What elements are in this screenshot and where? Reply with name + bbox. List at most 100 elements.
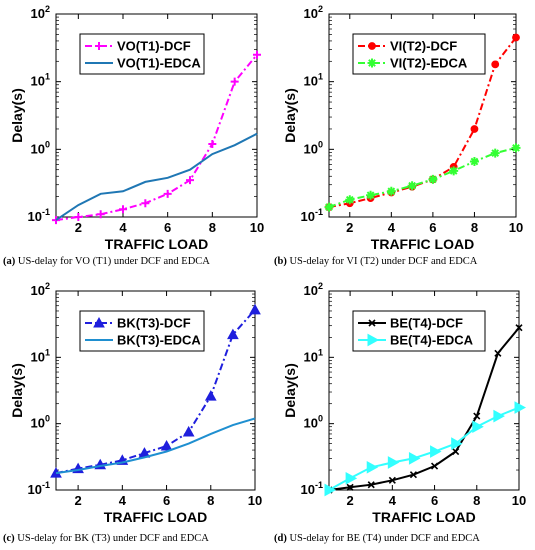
- data-point: [208, 139, 217, 148]
- data-point: [428, 174, 438, 184]
- x-axis-label: TRAFFIC LOAD: [105, 236, 208, 252]
- x-tick-label: 10: [250, 220, 264, 235]
- data-point: [119, 205, 127, 214]
- data-point: [253, 50, 261, 59]
- data-point: [366, 190, 376, 200]
- data-point: [346, 483, 354, 491]
- y-axis-label: Delay(s): [282, 363, 298, 417]
- y-tick-label: 100: [304, 414, 323, 431]
- panel-caption: (c) US-delay for BK (T3) under DCF and E…: [3, 533, 209, 544]
- y-tick-label: 10-1: [301, 480, 323, 497]
- y-tick-label: 101: [304, 72, 323, 89]
- series-VO(T1)-EDCA: [55, 132, 258, 221]
- data-point: [182, 425, 195, 437]
- y-axis-label: Delay(s): [282, 88, 298, 142]
- x-axis: 2 4 6 8 10: [346, 14, 523, 235]
- data-point: [227, 328, 239, 340]
- series-line: [55, 132, 258, 221]
- legend-box: [352, 33, 486, 75]
- data-point: [160, 440, 173, 451]
- series-line: [328, 327, 520, 491]
- x-axis: 2 4 6 8 10: [346, 291, 526, 508]
- chart-panel-3: 10-1 100 101 102 2 4 6 8 10 TRAFFIC LOAD Delay(s) B…: [3, 281, 262, 544]
- data-point: [96, 210, 105, 219]
- series-line: [55, 309, 256, 475]
- x-tick-label: 2: [75, 220, 82, 235]
- x-tick-label: 6: [429, 220, 436, 235]
- data-point: [430, 462, 439, 470]
- series-line: [55, 54, 258, 222]
- x-tick-label: 2: [346, 493, 353, 508]
- legend-label: VI(T2)-DCF: [390, 39, 457, 54]
- series-BE(T4)-EDCA: [324, 401, 527, 497]
- x-tick-label: 6: [164, 220, 171, 235]
- legend-label: VO(T1)-EDCA: [117, 56, 201, 71]
- data-point: [367, 481, 375, 489]
- x-axis-label: TRAFFIC LOAD: [104, 509, 207, 525]
- y-tick-label: 101: [304, 347, 323, 364]
- x-tick-label: 4: [119, 493, 127, 508]
- legend-marker: [368, 42, 376, 50]
- chart-panel-2: 10-1 100 101 102 2 4 6 8 10 TRAFFIC LOAD Delay(s) V…: [274, 4, 523, 267]
- y-axis-label: Delay(s): [9, 363, 25, 417]
- x-tick-label: 10: [509, 220, 523, 235]
- series-BK(T3)-DCF: [50, 303, 261, 478]
- data-point: [407, 181, 417, 191]
- legend-marker: [367, 333, 380, 347]
- data-point: [230, 77, 239, 86]
- legend-label: VO(T1)-DCF: [117, 39, 191, 54]
- x-axis-label: TRAFFIC LOAD: [372, 509, 475, 525]
- data-point: [493, 409, 505, 423]
- y-axis: 10-1 100 101 102: [301, 281, 519, 497]
- series-VO(T1)-DCF: [52, 50, 261, 225]
- data-point: [469, 157, 479, 167]
- y-tick-label: 100: [31, 414, 50, 431]
- x-axis-label: TRAFFIC LOAD: [371, 236, 474, 252]
- data-point: [408, 452, 421, 465]
- y-tick-label: 101: [31, 347, 50, 364]
- series-BE(T4)-DCF: [325, 324, 523, 494]
- x-tick-label: 2: [74, 493, 81, 508]
- panel-caption: (b) US-delay for VI (T2) under DCF and E…: [274, 256, 478, 267]
- y-tick-label: 102: [31, 4, 50, 21]
- series-line: [328, 146, 517, 209]
- data-point: [470, 125, 479, 133]
- data-point: [491, 60, 500, 69]
- panel-caption: (a) US-delay for VO (T1) under DCF and E…: [3, 256, 210, 267]
- y-axis-label: Delay(s): [9, 88, 25, 142]
- data-point: [386, 186, 396, 196]
- x-tick-label: 4: [388, 220, 396, 235]
- y-axis: 10-1 100 101 102: [28, 281, 255, 497]
- x-tick-label: 10: [512, 493, 526, 508]
- legend-label: BE(T4)-EDCA: [390, 333, 474, 348]
- data-point: [473, 412, 481, 420]
- series-VI(T2)-EDCA: [324, 143, 521, 212]
- chart-panel-1: 10-1 100 101 102 2 4 6 8 10 TRAFFIC LOAD Delay(s) V…: [3, 4, 264, 267]
- y-tick-label: 102: [31, 281, 50, 298]
- y-axis: 10-1 100 101 102: [28, 4, 257, 224]
- legend: VO(T1)-DCF VO(T1)-EDCA: [79, 33, 205, 75]
- data-point: [512, 33, 520, 42]
- legend-label: BE(T4)-DCF: [390, 316, 463, 331]
- x-tick-label: 2: [346, 220, 353, 235]
- chart-panel-4: 10-1 100 101 10 2 2 4 6 8 10 TRAFFIC LOAD Delay(s) B…: [274, 281, 526, 544]
- y-tick-label: 100: [304, 139, 323, 156]
- legend-label: BK(T3)-EDCA: [117, 333, 201, 348]
- data-point: [430, 445, 442, 458]
- y-axis: 10-1 100 101 102: [301, 4, 516, 224]
- legend-label: VI(T2)-EDCA: [390, 56, 468, 71]
- y-tick-label: 10-1: [301, 207, 323, 224]
- x-tick-label: 10: [248, 493, 262, 508]
- data-point: [163, 189, 172, 198]
- x-axis: 2 4 6 8 10: [75, 14, 264, 235]
- x-axis: 2 4 6 8 10: [74, 291, 262, 508]
- legend-marker: [368, 319, 376, 327]
- series-BK(T3)-EDCA: [55, 417, 256, 475]
- legend: VI(T2)-DCF VI(T2)-EDCA: [352, 33, 486, 75]
- x-tick-label: 6: [431, 493, 438, 508]
- data-point: [74, 213, 83, 221]
- data-point: [514, 401, 527, 414]
- legend-box: [352, 310, 486, 352]
- data-point: [490, 148, 500, 158]
